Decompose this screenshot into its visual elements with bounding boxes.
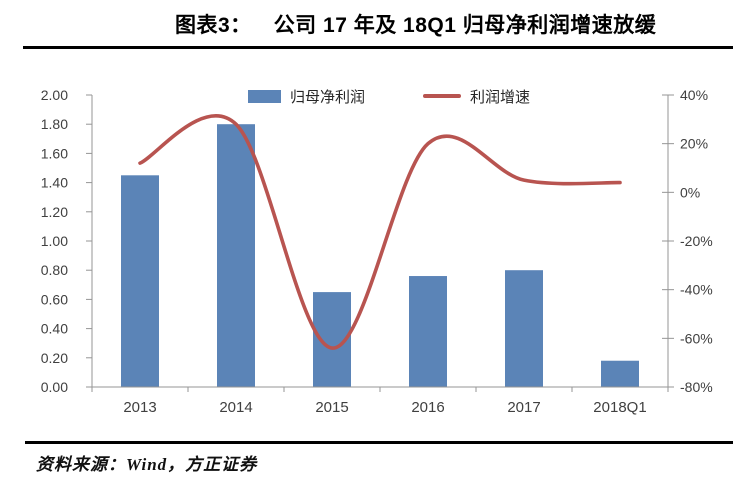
left-axis-tick-label: 1.20 xyxy=(41,204,68,220)
x-axis-category-label: 2016 xyxy=(411,399,444,416)
x-axis-category-label: 2018Q1 xyxy=(593,399,646,416)
bar-2016 xyxy=(409,276,447,387)
growth-line xyxy=(138,114,622,350)
left-axis-tick-label: 0.00 xyxy=(41,379,68,395)
x-axis-category-label: 2015 xyxy=(315,399,348,416)
figure-number-label: 图表3： xyxy=(175,14,252,37)
right-axis-tick-label: 20% xyxy=(680,136,708,152)
right-axis-tick-label: 0% xyxy=(680,184,700,200)
figure-title: 图表3： 公司 17 年及 18Q1 归母净利润增速放缓 xyxy=(175,9,745,39)
bar-2014 xyxy=(217,124,255,387)
left-axis-tick-label: 2.00 xyxy=(41,87,68,103)
bar-2018Q1 xyxy=(601,360,639,387)
source-note: 资料来源：Wind，方正证券 xyxy=(36,455,258,474)
figure-title-text: 公司 17 年及 18Q1 归母净利润增速放缓 xyxy=(273,14,657,37)
x-axis-category-label: 2013 xyxy=(123,399,156,416)
right-axis-tick-label: 40% xyxy=(680,87,708,103)
left-axis-tick-label: 0.40 xyxy=(41,321,68,337)
left-axis-tick-label: 1.80 xyxy=(41,116,68,132)
right-axis-tick-label: -80% xyxy=(680,379,713,395)
left-axis-tick-label: 1.60 xyxy=(41,145,68,161)
left-axis-tick-label: 0.60 xyxy=(41,291,68,307)
left-axis-tick-label: 0.80 xyxy=(41,262,68,278)
bar-2013 xyxy=(121,175,159,387)
left-axis-tick-label: 1.40 xyxy=(41,175,68,191)
x-axis-category-label: 2014 xyxy=(219,399,252,416)
title-divider-rule xyxy=(23,46,733,49)
right-axis-tick-label: -20% xyxy=(680,233,713,249)
right-axis-tick-label: -40% xyxy=(680,282,713,298)
left-axis-tick-label: 0.20 xyxy=(41,350,68,366)
bar-2017 xyxy=(505,270,543,387)
x-axis-category-label: 2017 xyxy=(507,399,540,416)
footer-divider-rule xyxy=(25,441,733,444)
left-axis-tick-label: 1.00 xyxy=(41,233,68,249)
right-axis-tick-label: -60% xyxy=(680,330,713,346)
